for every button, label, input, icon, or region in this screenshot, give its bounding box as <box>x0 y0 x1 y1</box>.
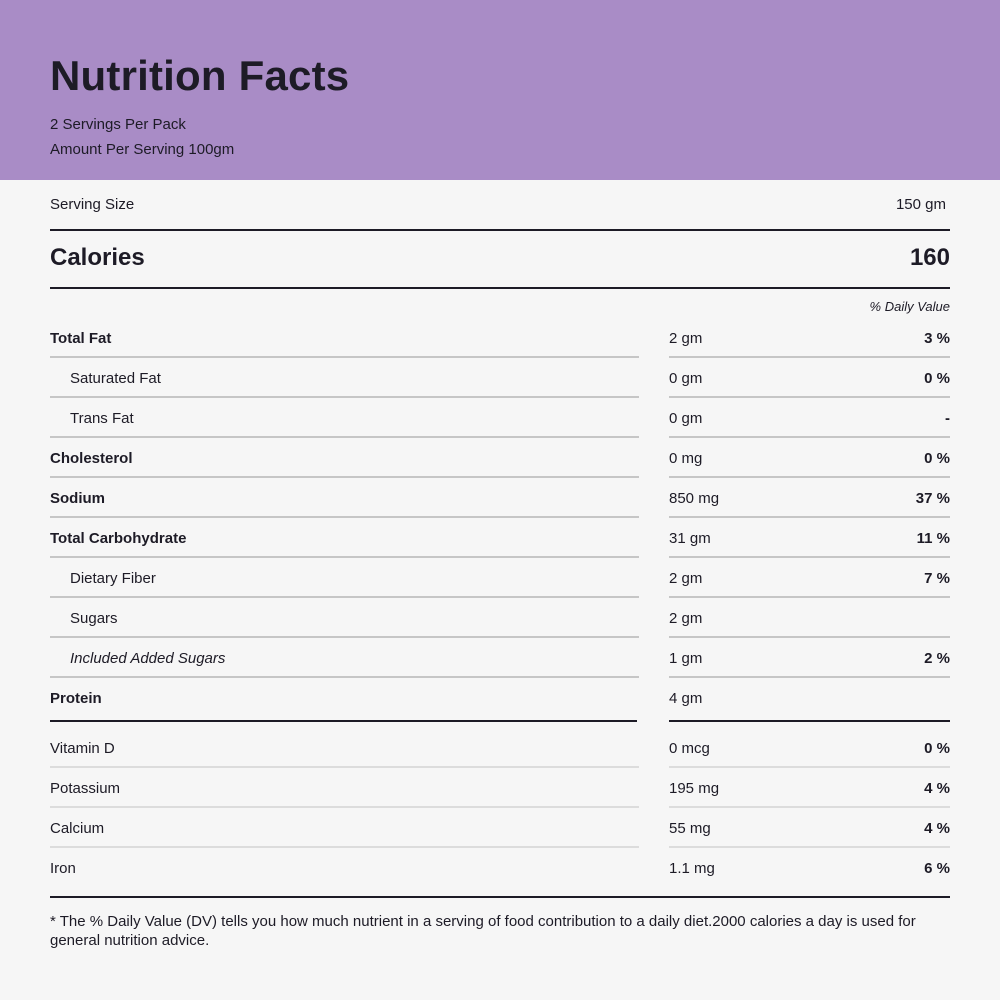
daily-value-footnote: * The % Daily Value (DV) tells you how m… <box>50 913 916 949</box>
nutrient-row-total-carbohydrate: Total Carbohydrate 31 gm 11 % <box>0 530 1000 570</box>
nutrient-daily-value: 2 % <box>924 650 950 667</box>
row-divider <box>50 676 639 678</box>
row-divider <box>50 356 639 358</box>
nutrient-amount: 1 gm <box>669 650 703 667</box>
calories-value: 160 <box>909 244 950 271</box>
nutrient-amount: 31 gm <box>669 530 711 547</box>
row-divider <box>669 396 950 398</box>
row-divider <box>50 596 639 598</box>
amount-per-serving: Amount Per Serving 100gm <box>50 141 235 158</box>
row-divider <box>669 516 950 518</box>
row-divider <box>669 676 950 678</box>
nutrient-daily-value: 3 % <box>924 330 950 347</box>
nutrient-name: Trans Fat <box>70 410 134 427</box>
nutrient-amount: 2 gm <box>669 570 703 587</box>
vitamin-daily-value: 6 % <box>924 860 950 877</box>
vitamin-daily-value: 4 % <box>924 780 950 797</box>
row-divider <box>50 476 639 478</box>
nutrient-row-dietary-fiber: Dietary Fiber 2 gm 7 % <box>0 570 1000 610</box>
nutrient-name: Dietary Fiber <box>70 570 156 587</box>
nutrient-daily-value: 11 % <box>916 530 950 547</box>
daily-value-header: % Daily Value <box>869 299 950 314</box>
nutrient-amount: 0 mg <box>669 450 703 467</box>
nutrient-row-sodium: Sodium 850 mg 37 % <box>0 490 1000 530</box>
nutrient-row-saturated-fat: Saturated Fat 0 gm 0 % <box>0 370 1000 410</box>
nutrient-amount: 2 gm <box>669 330 703 347</box>
row-divider <box>669 846 950 848</box>
vitamin-daily-value: 0 % <box>924 740 950 757</box>
vitamin-name: Iron <box>50 860 76 877</box>
nutrient-row-total-fat: Total Fat 2 gm 3 % <box>0 330 1000 370</box>
nutrient-row-cholesterol: Cholesterol 0 mg 0 % <box>0 450 1000 490</box>
vitamin-row-calcium: Calcium 55 mg 4 % <box>0 820 1000 860</box>
vitamin-row-vitamin-d: Vitamin D 0 mcg 0 % <box>0 740 1000 780</box>
nutrient-amount: 850 mg <box>669 490 720 507</box>
row-divider <box>669 766 950 768</box>
vitamin-name: Calcium <box>50 820 105 837</box>
nutrient-amount: 0 gm <box>669 370 703 387</box>
row-divider <box>669 636 950 638</box>
row-divider <box>50 556 639 558</box>
row-divider <box>50 396 639 398</box>
nutrient-name: Sodium <box>50 490 105 507</box>
vitamin-row-potassium: Potassium 195 mg 4 % <box>0 780 1000 820</box>
nutrient-name: Sugars <box>70 610 118 627</box>
nutrient-daily-value: 0 % <box>924 370 950 387</box>
nutrient-row-protein: Protein 4 gm <box>0 690 1000 730</box>
servings-per-pack: 2 Servings Per Pack <box>50 116 186 133</box>
divider <box>50 896 950 898</box>
row-divider <box>669 436 950 438</box>
vitamin-daily-value: 4 % <box>924 820 950 837</box>
calories-label: Calories <box>50 244 145 271</box>
nutrient-amount: 0 gm <box>669 410 703 427</box>
vitamin-amount: 195 mg <box>669 780 720 797</box>
divider <box>50 229 950 231</box>
serving-size-value: 150 gm <box>895 196 946 213</box>
vitamin-amount: 0 mcg <box>669 740 710 757</box>
row-divider <box>669 806 950 808</box>
row-divider <box>669 556 950 558</box>
header-banner: Nutrition Facts 2 Servings Per Pack Amou… <box>0 0 1000 180</box>
row-divider <box>50 846 639 848</box>
vitamin-name: Vitamin D <box>50 740 115 757</box>
vitamin-amount: 55 mg <box>669 820 711 837</box>
row-divider <box>669 476 950 478</box>
row-divider <box>669 356 950 358</box>
vitamin-amount: 1.1 mg <box>669 860 715 877</box>
row-divider <box>50 806 639 808</box>
nutrient-name: Saturated Fat <box>70 370 161 387</box>
divider <box>50 287 950 289</box>
section-divider <box>669 720 950 722</box>
nutrient-name: Total Carbohydrate <box>50 530 187 547</box>
vitamin-row-iron: Iron 1.1 mg 6 % <box>0 860 1000 900</box>
nutrient-name: Protein <box>50 690 102 707</box>
nutrient-row-sugars: Sugars 2 gm <box>0 610 1000 650</box>
row-divider <box>50 766 639 768</box>
nutrient-name: Cholesterol <box>50 450 133 467</box>
row-divider <box>50 436 639 438</box>
nutrient-daily-value: 0 % <box>924 450 950 467</box>
section-divider <box>50 720 637 722</box>
nutrient-daily-value: - <box>945 410 950 427</box>
nutrient-row-trans-fat: Trans Fat 0 gm - <box>0 410 1000 450</box>
nutrient-amount: 2 gm <box>669 610 703 627</box>
nutrient-daily-value: 37 % <box>915 490 950 507</box>
serving-size-label: Serving Size <box>50 196 135 213</box>
nutrient-name: Total Fat <box>50 330 112 347</box>
page-title: Nutrition Facts <box>50 52 350 99</box>
row-divider <box>669 596 950 598</box>
nutrient-daily-value: 7 % <box>924 570 950 587</box>
nutrient-row-added-sugars: Included Added Sugars 1 gm 2 % <box>0 650 1000 690</box>
row-divider <box>50 636 639 638</box>
vitamin-name: Potassium <box>50 780 121 797</box>
row-divider <box>50 516 639 518</box>
nutrient-name: Included Added Sugars <box>70 650 226 667</box>
nutrient-amount: 4 gm <box>669 690 703 707</box>
